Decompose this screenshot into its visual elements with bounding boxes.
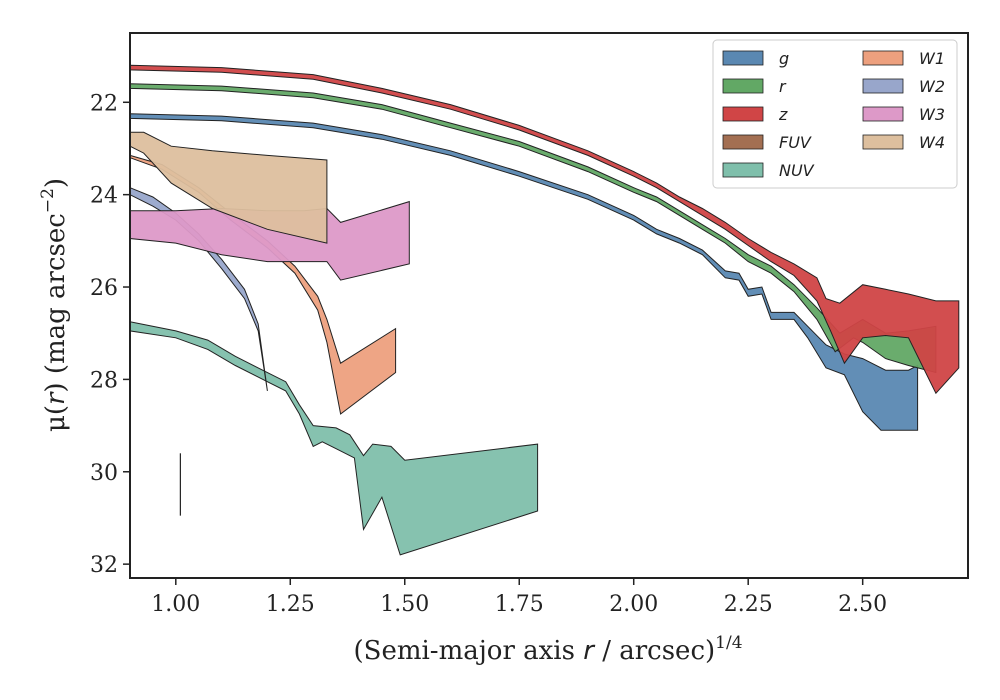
legend-swatch-W3: [862, 106, 904, 122]
legend-label-g: g: [779, 49, 789, 68]
legend-label-W1: W1: [919, 49, 945, 68]
band-r: [129, 83, 937, 374]
y-axis-label: μ(r) (mag arcsec−2): [38, 178, 71, 432]
y-tick-label: 26: [90, 276, 118, 301]
y-tick-label: 30: [90, 461, 118, 486]
y-tick-label: 32: [90, 553, 118, 578]
legend-swatch-r: [722, 78, 764, 94]
legend-swatch-NUV: [722, 162, 764, 178]
y-tick-label: 28: [90, 368, 118, 393]
legend-swatch-g: [722, 50, 764, 66]
x-axis-ticks: 1.00 1.25 1.50 1.75 2.00 2.25 2.50: [151, 578, 887, 617]
plot-frame: [129, 32, 969, 579]
legend-label-r: r: [779, 77, 787, 96]
y-axis-ticks: 22 24 26 28 30 32: [90, 91, 130, 578]
legend-label-W2: W2: [919, 77, 945, 96]
x-tick-label: 2.25: [724, 592, 773, 617]
legend-label-W3: W3: [919, 105, 945, 124]
legend-label-z: z: [778, 105, 788, 124]
band-W4: [129, 131, 328, 244]
x-tick-label: 2.50: [838, 592, 887, 617]
x-axis-label: (Semi-major axis r / arcsec)1/4: [353, 633, 742, 666]
legend-swatch-z: [722, 106, 764, 122]
x-tick-label: 1.00: [151, 592, 200, 617]
legend-swatch-W1: [862, 50, 904, 66]
y-tick-label: 24: [90, 184, 118, 209]
legend-swatch-W2: [862, 78, 904, 94]
legend-label-W4: W4: [919, 133, 945, 152]
band-z: [129, 64, 960, 395]
band-g: [129, 113, 919, 431]
legend-box: [712, 39, 958, 189]
legend-swatch-FUV: [722, 134, 764, 150]
series-bands: [129, 64, 960, 556]
band-NUV: [129, 321, 539, 556]
x-tick-label: 1.25: [266, 592, 315, 617]
x-tick-label: 2.00: [609, 592, 658, 617]
x-tick-label: 1.50: [380, 592, 429, 617]
y-tick-label: 22: [90, 91, 118, 116]
legend-swatch-W4: [862, 134, 904, 150]
x-tick-label: 1.75: [495, 592, 544, 617]
legend-label-FUV: FUV: [779, 133, 812, 152]
legend: grz FUV NUV W1 W2 W3 W4: [712, 39, 958, 189]
legend-label-NUV: NUV: [779, 161, 815, 180]
